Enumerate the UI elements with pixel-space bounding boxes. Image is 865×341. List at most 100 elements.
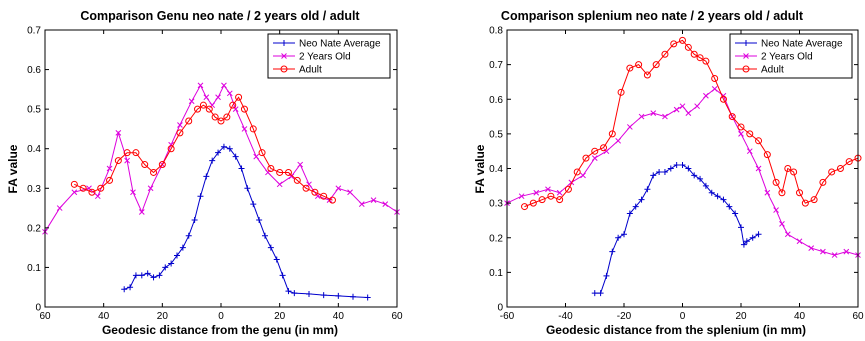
- data-point: [150, 168, 158, 176]
- data-point: [293, 176, 301, 184]
- data-point: [185, 117, 193, 125]
- data-point: [679, 162, 686, 169]
- data-point: [796, 238, 803, 245]
- data-point: [703, 92, 709, 99]
- data-point: [650, 172, 657, 179]
- data-point: [591, 155, 598, 161]
- data-point: [130, 189, 136, 196]
- data-point: [147, 185, 154, 192]
- y-tick-label: 0.7: [27, 26, 41, 37]
- data-point: [580, 172, 586, 179]
- series-2-years-old: [504, 86, 861, 258]
- data-point: [820, 248, 826, 255]
- data-point: [124, 157, 130, 164]
- data-point: [267, 244, 274, 251]
- data-point: [150, 274, 157, 281]
- data-point: [673, 106, 680, 113]
- data-point: [235, 93, 243, 101]
- data-point: [679, 103, 686, 110]
- data-point: [801, 199, 809, 207]
- data-point: [121, 286, 128, 293]
- data-point: [533, 189, 540, 196]
- data-point: [217, 117, 225, 125]
- data-point: [556, 189, 563, 196]
- series-neo-nate-average: [121, 143, 371, 301]
- data-point: [556, 196, 564, 204]
- chart-panel-genu: Comparison Genu neo nate / 2 years old /…: [6, 9, 403, 337]
- data-point: [203, 173, 210, 180]
- x-tick-label: 20: [157, 311, 169, 322]
- data-point: [638, 196, 645, 203]
- legend-label: Adult: [761, 65, 784, 76]
- data-point: [70, 180, 78, 188]
- x-tick-label: -20: [617, 311, 632, 322]
- data-point: [643, 71, 651, 79]
- legend-marker: [742, 65, 750, 73]
- data-point: [810, 196, 818, 204]
- data-point: [779, 221, 785, 227]
- data-point: [626, 64, 634, 72]
- data-point: [144, 270, 151, 277]
- y-tick-label: 0.1: [489, 268, 503, 279]
- data-point: [311, 188, 319, 196]
- data-point: [88, 188, 96, 196]
- data-point: [229, 101, 237, 109]
- data-point: [221, 82, 227, 89]
- y-tick-label: 0.4: [489, 164, 503, 175]
- y-tick-label: 0.3: [27, 184, 41, 195]
- data-point: [608, 130, 616, 138]
- data-point: [347, 189, 353, 196]
- data-point: [71, 189, 78, 196]
- data-point: [279, 272, 286, 279]
- data-point: [209, 157, 216, 164]
- data-point: [697, 175, 704, 182]
- data-point: [545, 186, 551, 193]
- data-point: [223, 113, 231, 121]
- data-point: [708, 189, 715, 196]
- data-point: [685, 165, 692, 172]
- data-point: [662, 113, 668, 120]
- data-point: [138, 272, 145, 279]
- data-point: [573, 168, 581, 176]
- data-point: [696, 54, 704, 62]
- data-point: [737, 123, 745, 131]
- data-point: [819, 178, 827, 186]
- data-point: [773, 207, 779, 213]
- data-point: [529, 199, 537, 207]
- data-point: [764, 189, 771, 196]
- y-tick-label: 0: [35, 303, 41, 314]
- data-point: [638, 113, 645, 120]
- data-point: [350, 293, 356, 300]
- x-tick-label: 0: [680, 311, 686, 322]
- data-point: [320, 292, 327, 299]
- data-point: [328, 196, 336, 204]
- data-point: [141, 161, 149, 169]
- data-point: [746, 130, 754, 138]
- data-point: [702, 182, 709, 189]
- legend-marker: [281, 53, 287, 59]
- data-point: [763, 151, 771, 159]
- legend-label: Neo Nate Average: [761, 39, 843, 50]
- y-tick-label: 0.6: [27, 65, 41, 76]
- data-point: [211, 113, 219, 121]
- data-point: [132, 272, 139, 279]
- data-point: [306, 290, 312, 297]
- data-point: [250, 201, 257, 208]
- x-tick-label: 20: [274, 311, 286, 322]
- data-point: [238, 165, 245, 172]
- data-point: [115, 130, 122, 136]
- x-tick-label: -40: [558, 311, 573, 322]
- data-point: [828, 168, 836, 176]
- data-point: [738, 131, 744, 137]
- x-tick-label: -60: [500, 311, 515, 322]
- legend: Neo Nate Average 2 Years Old Adult: [729, 33, 853, 79]
- data-point: [632, 203, 639, 210]
- data-point: [656, 168, 663, 175]
- data-point: [591, 147, 599, 155]
- data-point: [564, 185, 572, 193]
- data-point: [784, 165, 792, 172]
- y-tick-label: 0.6: [489, 95, 503, 106]
- legend-marker: [743, 40, 749, 46]
- data-point: [285, 288, 292, 295]
